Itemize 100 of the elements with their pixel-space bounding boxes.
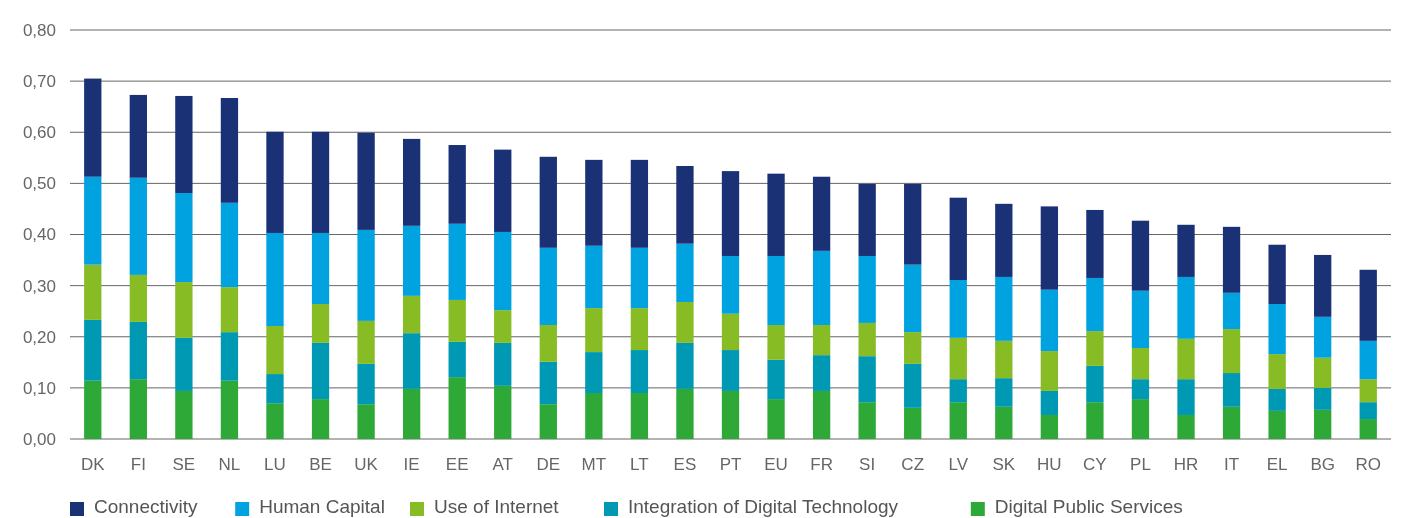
bar [1086, 365, 1104, 403]
bar [858, 322, 876, 357]
bar [721, 171, 740, 256]
bar [448, 377, 466, 439]
bar [448, 299, 466, 342]
bar [1040, 289, 1059, 352]
bar [129, 379, 147, 439]
bar [721, 255, 740, 314]
bar [949, 197, 967, 280]
bar [721, 313, 740, 351]
bar [812, 390, 831, 439]
bar [129, 321, 147, 380]
bar [585, 308, 603, 353]
bar [402, 388, 421, 439]
bar [904, 363, 922, 408]
bar [1131, 399, 1150, 439]
bar [539, 404, 557, 439]
bar [266, 326, 284, 375]
bar [767, 324, 785, 360]
bar [1040, 351, 1059, 391]
bar [1086, 209, 1104, 278]
bar [995, 378, 1013, 407]
bar [539, 156, 557, 248]
x-tick-label: LV [948, 455, 969, 474]
x-tick-label: DK [80, 455, 106, 474]
x-tick-label: ES [673, 455, 697, 474]
x-tick-label: NL [218, 455, 241, 474]
x-tick-label: UK [354, 455, 379, 474]
bar [585, 245, 603, 309]
bar [1177, 338, 1195, 380]
bar [1040, 390, 1059, 415]
bar [311, 304, 330, 343]
bar [494, 231, 512, 311]
bar [1177, 379, 1195, 415]
y-tick-label: 0,50 [22, 174, 56, 194]
y-tick-label: 0,00 [22, 429, 56, 449]
legend-label: Connectivity [94, 496, 198, 517]
x-tick-label: MT [581, 455, 607, 474]
x-tick-label: HR [1173, 455, 1199, 474]
bar [767, 359, 785, 400]
x-tick-label: DE [536, 455, 561, 474]
bar [494, 149, 512, 232]
bar [858, 356, 876, 403]
bar [357, 363, 375, 405]
bar [175, 282, 193, 338]
bar [84, 264, 102, 320]
bar [812, 176, 831, 251]
bar [402, 225, 421, 296]
bar [1222, 406, 1241, 439]
x-tick-label: SK [992, 455, 1016, 474]
bar [1131, 379, 1150, 400]
bar [220, 332, 239, 381]
bar [630, 392, 649, 439]
bar [357, 132, 375, 230]
bar [1040, 206, 1059, 290]
bar [220, 380, 239, 439]
bar [1131, 220, 1150, 291]
x-tick-label: CZ [901, 455, 925, 474]
bar [266, 403, 284, 439]
bar [311, 232, 330, 305]
bar [995, 276, 1013, 341]
bar [402, 295, 421, 334]
bar [1268, 410, 1286, 439]
x-tick-label: IE [403, 455, 420, 474]
bar [676, 301, 694, 343]
bar [1131, 290, 1150, 348]
x-tick-label: SE [172, 455, 196, 474]
bar [311, 399, 330, 439]
bar [1359, 402, 1377, 420]
bar [448, 223, 466, 300]
bar [129, 177, 147, 275]
bar [357, 229, 375, 321]
y-tick-label: 0,60 [22, 123, 56, 143]
x-tick-label: LU [264, 455, 286, 474]
legend-label: Human Capital [259, 496, 385, 517]
bar [904, 407, 922, 439]
bar [311, 342, 330, 400]
bar [1359, 340, 1377, 380]
bar [585, 392, 603, 439]
bar [949, 402, 967, 439]
x-tick-label: RO [1355, 455, 1381, 474]
bar [904, 183, 922, 265]
bar [1359, 269, 1377, 341]
bar [539, 361, 557, 405]
bar [767, 173, 785, 256]
bar [1086, 402, 1104, 439]
bar [357, 404, 375, 439]
bar [676, 243, 694, 302]
bar [1086, 277, 1104, 332]
bar [1222, 373, 1241, 407]
bar [676, 165, 694, 244]
bar [1040, 414, 1059, 439]
bar [995, 203, 1013, 277]
bar [630, 247, 649, 309]
bar [995, 406, 1013, 439]
x-tick-label: FI [130, 455, 146, 474]
bar [995, 340, 1013, 379]
bar [585, 159, 603, 246]
legend-label: Integration of Digital Technology [628, 496, 899, 517]
y-tick-label: 0,70 [22, 72, 56, 92]
